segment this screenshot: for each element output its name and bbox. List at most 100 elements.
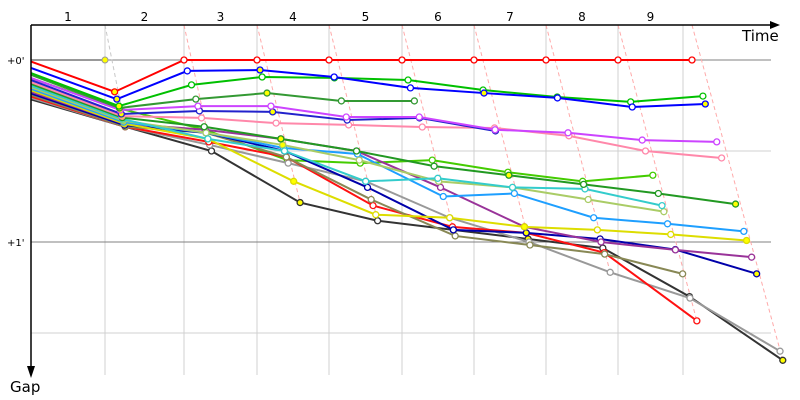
data-point (520, 223, 529, 231)
series-line (30, 59, 692, 93)
data-point (671, 246, 680, 254)
lap-label: 8 (578, 10, 586, 24)
data-point (325, 56, 333, 64)
lap-label: 3 (217, 10, 225, 24)
data-point (590, 214, 598, 222)
data-point (731, 200, 740, 208)
series-line (30, 66, 706, 109)
grid (31, 25, 771, 375)
data-point (638, 136, 646, 144)
data-point (686, 294, 694, 302)
data-point (649, 171, 657, 179)
data-point (369, 201, 377, 210)
data-point (355, 156, 363, 164)
data-point (398, 56, 406, 64)
series (30, 77, 657, 185)
data-point (194, 102, 202, 110)
data-point (256, 66, 264, 74)
data-point (553, 94, 562, 102)
data-point (693, 317, 701, 325)
series (30, 84, 666, 210)
data-point (183, 67, 191, 75)
data-point (579, 180, 588, 189)
data-point (451, 232, 459, 240)
data-point (282, 153, 290, 161)
lap-label: 2 (141, 10, 149, 24)
y-tick-label-0: +0' (7, 56, 25, 67)
data-point (110, 88, 119, 96)
data-point (752, 270, 761, 278)
data-point (542, 56, 550, 64)
series-line (30, 95, 698, 322)
data-point (508, 183, 517, 192)
data-point (113, 95, 121, 103)
data-point (505, 171, 513, 179)
data-point (740, 227, 748, 236)
data-point (601, 250, 609, 258)
time-axis-arrow-icon (770, 21, 780, 29)
series (30, 81, 726, 162)
data-point (410, 97, 419, 105)
y-tick-label-1: +1' (7, 238, 25, 249)
series (30, 92, 761, 278)
data-point (263, 89, 271, 97)
data-point (699, 92, 707, 100)
axes: Time Gap +0' +1' (7, 21, 780, 396)
data-point (279, 141, 287, 149)
series-line (30, 73, 415, 109)
series-line (30, 83, 736, 206)
data-point (660, 208, 668, 216)
series (30, 56, 696, 96)
data-point (688, 56, 696, 64)
data-point (526, 241, 534, 249)
data-point (434, 174, 442, 182)
data-point (564, 129, 572, 137)
data-point (584, 195, 592, 204)
data-point (779, 356, 787, 364)
series-line (30, 89, 747, 242)
data-point (115, 102, 123, 110)
lap-9-dashed-line (691, 24, 784, 361)
data-point (628, 103, 636, 111)
data-point (776, 347, 784, 355)
data-point (272, 119, 280, 127)
data-point (593, 226, 602, 234)
lap-label: 9 (647, 10, 655, 24)
data-point (192, 95, 200, 103)
data-point (667, 230, 675, 239)
series-line (30, 72, 703, 108)
data-point (470, 56, 478, 64)
lap-3-dashed-line (256, 24, 301, 203)
data-point (337, 97, 346, 105)
data-point (342, 113, 350, 121)
data-point (362, 177, 370, 185)
data-point (284, 159, 292, 167)
data-point (180, 56, 188, 64)
data-point (404, 76, 412, 84)
data-point (372, 211, 380, 219)
data-point (491, 126, 499, 134)
data-point (367, 195, 375, 204)
data-point (200, 123, 208, 131)
data-point (597, 238, 605, 246)
data-point (439, 192, 447, 201)
data-point (418, 123, 426, 131)
data-point (606, 268, 614, 276)
data-point (701, 100, 709, 108)
data-point (658, 201, 666, 210)
data-point (202, 129, 210, 137)
series-line (30, 98, 784, 362)
data-point (207, 147, 216, 155)
data-point (713, 138, 721, 146)
data-point (277, 135, 285, 143)
data-point (406, 84, 415, 92)
data-point (296, 198, 304, 207)
x-axis-label: Time (741, 27, 779, 45)
data-point (446, 214, 454, 222)
lap-label: 1 (64, 10, 72, 24)
data-point (654, 189, 662, 198)
data-point (614, 56, 622, 64)
data-point (428, 156, 436, 164)
data-point (280, 147, 289, 155)
